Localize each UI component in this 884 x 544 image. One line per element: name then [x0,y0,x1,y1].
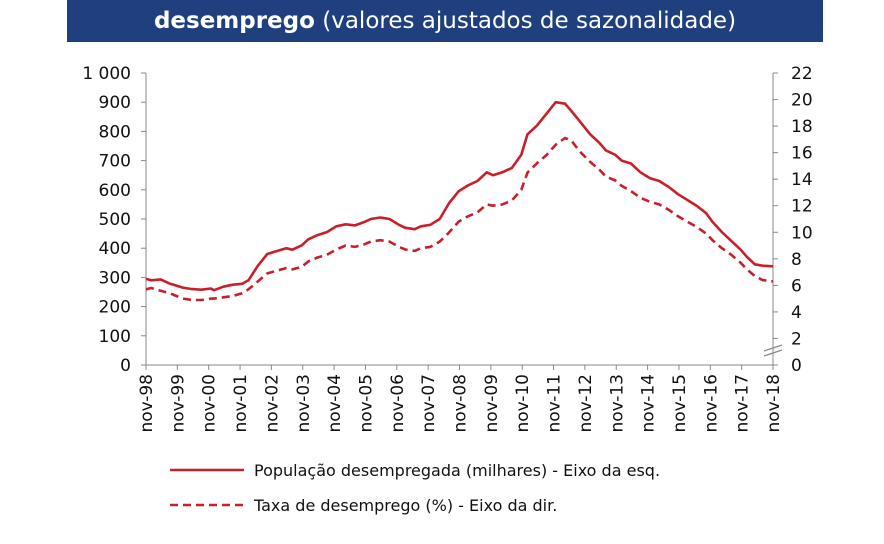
right-y-tick-label: 4 [791,303,802,323]
left-y-tick-label: 100 [99,327,131,347]
x-tick-label: nov-03 [294,374,314,433]
chart-title-rest: (valores ajustados de sazonalidade) [314,8,737,34]
x-tick-label: nov-14 [639,374,659,433]
chart-title-banner: desemprego (valores ajustados de sazonal… [67,0,823,42]
x-tick-label: nov-05 [356,374,376,433]
legend-entry-label: População desempregada (milhares) - Eixo… [254,461,660,480]
x-tick-label: nov-08 [451,374,471,433]
x-tick-label: nov-16 [701,374,721,433]
x-tick-label: nov-17 [733,374,753,433]
axis-break-mark [763,349,783,357]
left-y-tick-label: 900 [99,93,131,113]
x-tick-label: nov-07 [419,374,439,433]
chart-axes: 0 100 200 300 400 500 600 700 800 900 1 000 0 2 4 6 8 10… [82,64,812,433]
left-y-tick-label: 0 [120,356,131,376]
right-y-tick-label: 18 [791,117,813,137]
left-y-tick-label: 1 000 [82,64,131,84]
legend-entry-label: Taxa de desemprego (%) - Eixo da dir. [253,496,557,515]
right-y-tick-label: 16 [791,144,813,164]
x-tick-label: nov-09 [482,374,502,433]
x-tick-label: nov-13 [607,374,627,433]
x-tick-label: nov-18 [764,374,784,433]
right-y-tick-label: 12 [791,197,813,217]
x-tick-label: nov-12 [576,374,596,433]
unemployed-population-series-line [145,100,774,292]
x-tick-label: nov-02 [262,374,282,433]
unemployment-rate-series-line [145,136,774,302]
left-y-tick-label: 400 [99,239,131,259]
chart-title-bold: desemprego [153,8,315,34]
right-y-tick-label: 6 [791,276,802,296]
x-tick-label: nov-98 [137,374,157,433]
x-tick-label: nov-00 [200,374,220,433]
chart-legend: População desempregada (milhares) - Eixo… [170,461,660,515]
chart-plot-area [145,100,774,302]
left-y-tick-label: 500 [99,210,131,230]
x-tick-label: nov-15 [670,374,690,433]
x-tick-label: nov-10 [513,374,533,433]
x-tick-label: nov-99 [168,374,188,433]
x-tick-label: nov-04 [325,374,345,433]
x-tick-label: nov-06 [388,374,408,433]
right-y-tick-label: 20 [791,91,813,111]
right-y-tick-label: 14 [791,170,813,190]
left-y-tick-label: 700 [99,152,131,172]
right-y-tick-label: 22 [791,64,813,84]
right-y-tick-label: 0 [791,356,802,376]
right-y-tick-label: 8 [791,250,802,270]
x-tick-label: nov-11 [545,374,565,433]
right-y-tick-label: 10 [791,223,813,243]
left-y-tick-label: 600 [99,181,131,201]
left-y-tick-label: 800 [99,122,131,142]
x-tick-label: nov-01 [231,374,251,433]
right-y-tick-label: 2 [791,329,802,349]
left-y-tick-label: 200 [99,298,131,318]
left-y-tick-label: 300 [99,268,131,288]
axis-break-mark [763,344,783,352]
